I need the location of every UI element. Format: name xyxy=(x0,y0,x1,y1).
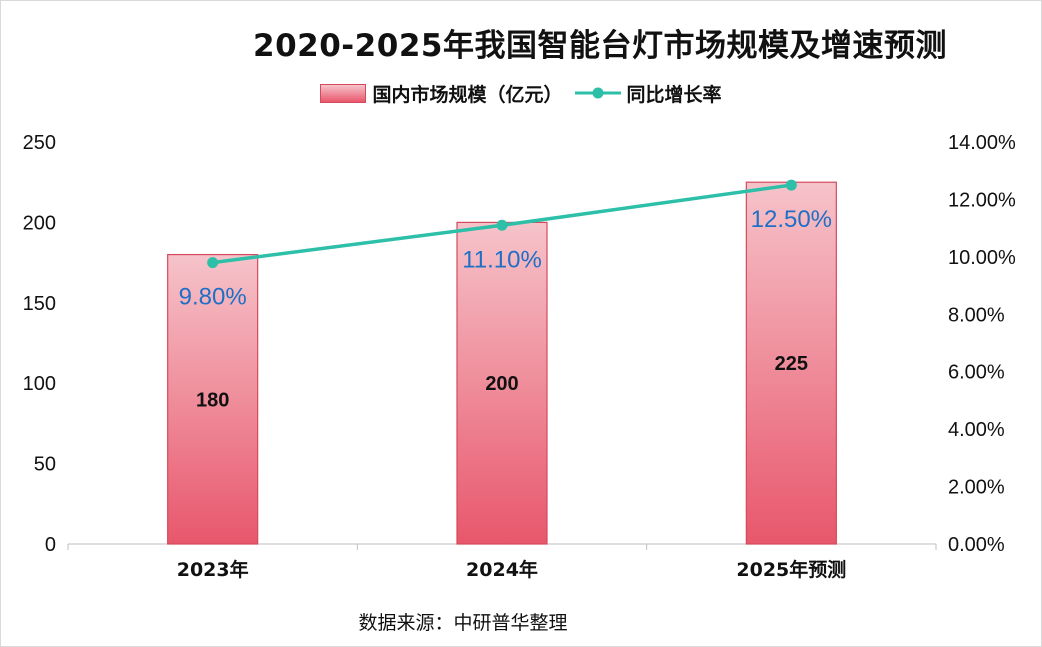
y-left-tick-label: 200 xyxy=(23,212,56,234)
source-note: 数据来源：中研普华整理 xyxy=(358,612,568,634)
y-left-tick-label: 50 xyxy=(34,454,56,476)
bar xyxy=(167,253,259,545)
bar-value-label: 180 xyxy=(196,389,229,411)
y-left-tick-label: 150 xyxy=(23,293,56,315)
y-right-tick-label: 0.00% xyxy=(948,534,1005,556)
x-tick-label: 2025年预测 xyxy=(736,558,846,581)
y-left-tick-label: 0 xyxy=(45,534,56,556)
y-right-tick-label: 14.00% xyxy=(948,132,1016,154)
y-left-tick-label: 250 xyxy=(23,132,56,154)
x-tick-label: 2023年 xyxy=(177,558,249,581)
legend-line-swatch xyxy=(574,87,621,99)
y-right-tick-label: 10.00% xyxy=(948,247,1016,269)
bar-value-label: 200 xyxy=(485,373,518,395)
legend-bar-swatch xyxy=(320,83,367,103)
bar xyxy=(745,181,837,545)
legend-item-market-size: 国内市场规模（亿元） xyxy=(320,80,563,107)
y-right-tick-label: 4.00% xyxy=(948,419,1005,441)
x-tick-label: 2024年 xyxy=(466,558,538,581)
y-right-tick-label: 2.00% xyxy=(948,477,1005,499)
y-right-tick-label: 12.00% xyxy=(948,189,1016,211)
bar-value-label: 225 xyxy=(775,353,808,375)
growth-rate-point xyxy=(207,257,219,269)
legend-label-market-size: 国内市场规模（亿元） xyxy=(372,83,563,106)
y-right-tick-label: 8.00% xyxy=(948,304,1005,326)
chart-title: 2020-2025年我国智能台灯市场规模及增速预测 xyxy=(253,28,947,64)
y-left-tick-label: 100 xyxy=(23,373,56,395)
growth-rate-point xyxy=(496,219,508,231)
legend: 国内市场规模（亿元） 同比增长率 xyxy=(0,78,1042,108)
legend-label-growth-rate: 同比增长率 xyxy=(626,83,722,106)
growth-rate-label: 12.50% xyxy=(751,206,832,233)
bar xyxy=(456,221,548,545)
y-right-tick-label: 6.00% xyxy=(948,362,1005,384)
growth-rate-label: 9.80% xyxy=(179,284,247,311)
growth-rate-label: 11.10% xyxy=(462,246,542,273)
legend-item-growth-rate: 同比增长率 xyxy=(574,80,722,107)
growth-rate-point xyxy=(785,179,797,191)
